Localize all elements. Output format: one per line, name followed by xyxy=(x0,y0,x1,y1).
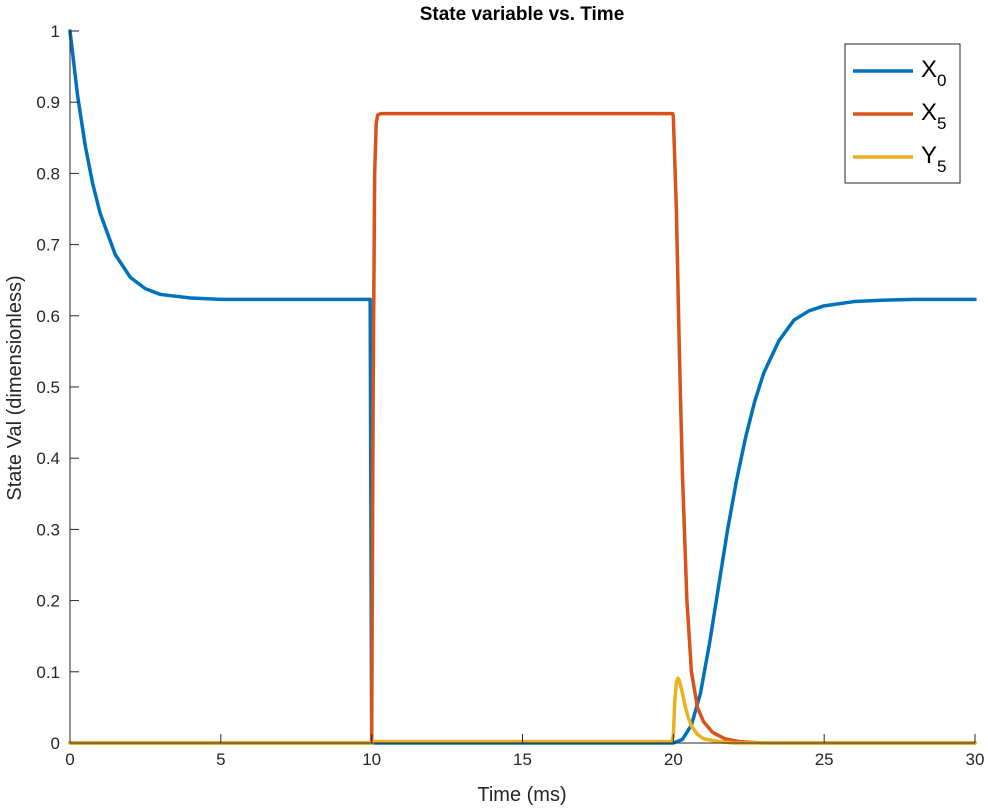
x-tick-label: 15 xyxy=(513,750,532,769)
series-line-y5 xyxy=(68,676,977,745)
y-tick-label: 0.1 xyxy=(36,663,60,682)
x-tick-label: 0 xyxy=(65,750,74,769)
x-tick-label: 25 xyxy=(815,750,834,769)
x-tick-label: 10 xyxy=(362,750,381,769)
x-tick-label: 30 xyxy=(966,750,985,769)
y-tick-label: 0.8 xyxy=(36,164,60,183)
y-axis-label: State Val (dimensionless) xyxy=(4,275,26,500)
y-tick-label: 0 xyxy=(51,734,60,753)
y-tick-label: 0.3 xyxy=(36,520,60,539)
ticks-layer: 0 5 10 15 20 25 30 0 0.1 0.2 0.3 0.4 0.5 0.6 0.7 0.8 0.9… xyxy=(36,22,984,769)
chart-title: State variable vs. Time xyxy=(420,4,625,25)
y-tick-label: 0.4 xyxy=(36,449,60,468)
y-tick-label: 0.5 xyxy=(36,378,60,397)
plot-area: 0 5 10 15 20 25 30 0 0.1 0.2 0.3 0.4 0.5 0.6 0.7 0.8 0.9… xyxy=(36,22,984,769)
y-tick-label: 0.7 xyxy=(36,236,60,255)
y-tick-label: 0.2 xyxy=(36,592,60,611)
y-tick-label: 0.9 xyxy=(36,93,60,112)
x-tick-label: 20 xyxy=(664,750,683,769)
y-tick-label: 0.6 xyxy=(36,307,60,326)
y-tick-label: 1 xyxy=(51,22,60,41)
series-line-x5 xyxy=(68,111,977,745)
x-tick-label: 5 xyxy=(216,750,225,769)
x-axis-label: Time (ms) xyxy=(477,784,566,806)
